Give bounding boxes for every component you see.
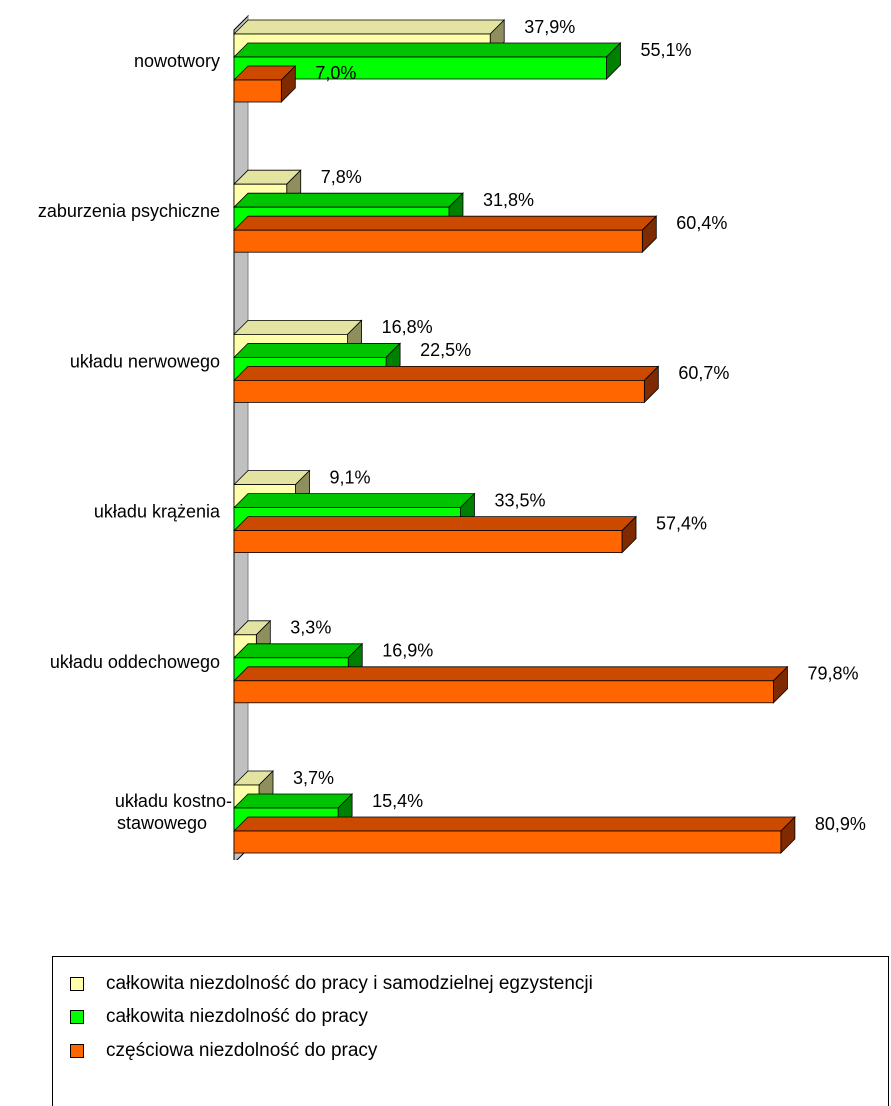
- chart-marks: 37,9% 55,1% 7,0% 7,8% 31,8% 60,4% 16,8% 22,5% 60…: [233, 17, 866, 854]
- legend-item-series-3: częściowa niezdolność do pracy: [70, 1038, 377, 1064]
- bar-3-series-3: [233, 365, 660, 404]
- legend: całkowita niezdolność do pracy i samodzi…: [52, 956, 889, 1106]
- data-label-6-1: 3,7%: [293, 768, 334, 788]
- bar-top-5-3: [233, 666, 789, 682]
- data-label-1-1: 37,9%: [524, 17, 575, 37]
- category-label-3: układu nerwowego: [70, 351, 220, 371]
- bar-front-4-3: [233, 530, 623, 553]
- bar-top-1-1: [233, 19, 506, 35]
- category-label-1: nowotwory: [134, 51, 220, 71]
- bar-top-2-2: [233, 192, 464, 208]
- category-label-4: układu krążenia: [94, 501, 221, 521]
- bar-2-series-3: [233, 215, 658, 254]
- bar-front-6-3: [233, 830, 782, 854]
- data-label-4-3: 57,4%: [656, 513, 707, 533]
- bar-top-2-3: [233, 215, 658, 231]
- data-label-5-2: 16,9%: [382, 641, 433, 661]
- legend-item-series-2: całkowita niezdolność do pracy: [70, 1004, 368, 1030]
- bar-top-5-2: [233, 643, 364, 659]
- data-label-5-3: 79,8%: [807, 664, 858, 684]
- legend-item-series-1: całkowita niezdolność do pracy i samodzi…: [70, 971, 593, 997]
- bar-top-4-3: [233, 516, 637, 531]
- bar-top-3-1: [233, 319, 363, 335]
- bar-top-1-2: [233, 42, 622, 58]
- category-label-5: układu oddechowego: [50, 652, 220, 672]
- legend-swatch-series-1: [70, 977, 84, 991]
- legend-swatch-series-3: [70, 1044, 84, 1058]
- data-label-3-2: 22,5%: [420, 340, 471, 360]
- category-label-6: układu kostno-stawowego: [115, 791, 232, 833]
- bar-front-2-3: [233, 229, 643, 253]
- data-label-4-1: 9,1%: [330, 467, 371, 487]
- bar-4-series-3: [233, 515, 637, 554]
- chart-back-wall: [233, 14, 249, 860]
- bar-front-1-2: [233, 56, 607, 80]
- bar-1-series-2: [233, 42, 622, 80]
- data-label-6-3: 80,9%: [815, 814, 866, 834]
- data-label-1-2: 55,1%: [640, 40, 691, 60]
- bar-front-5-3: [233, 680, 774, 704]
- bar-top-6-2: [233, 793, 354, 809]
- data-label-2-1: 7,8%: [321, 167, 362, 187]
- data-label-1-3: 7,0%: [315, 63, 356, 83]
- chart-svg: 37,9% 55,1% 7,0% 7,8% 31,8% 60,4% 16,8% 22,5% 60…: [38, 14, 866, 860]
- legend-label-series-1: całkowita niezdolność do pracy i samodzi…: [106, 973, 593, 994]
- data-label-3-1: 16,8%: [382, 317, 433, 337]
- bar-top-6-3: [233, 816, 796, 832]
- data-label-6-2: 15,4%: [372, 791, 423, 811]
- data-label-4-2: 33,5%: [494, 490, 545, 510]
- data-label-2-2: 31,8%: [483, 190, 534, 210]
- category-label-2: zaburzenia psychiczne: [38, 201, 220, 221]
- bar-6-series-3: [233, 816, 796, 854]
- legend-label-series-3: częściowa niezdolność do pracy: [106, 1040, 378, 1061]
- bar-front-1-3: [233, 79, 282, 103]
- bar-5-series-3: [233, 665, 789, 704]
- category-labels: nowotwory zaburzenia psychiczne układu ner…: [38, 51, 232, 833]
- bar-1-series-3: [233, 65, 297, 103]
- bar-front-3-3: [233, 379, 645, 403]
- legend-swatch-series-2: [70, 1010, 84, 1024]
- bar-chart: 37,9% 55,1% 7,0% 7,8% 31,8% 60,4% 16,8% 22,5% 60…: [38, 14, 866, 860]
- data-label-5-1: 3,3%: [290, 618, 331, 638]
- bar-top-3-3: [233, 365, 660, 381]
- bar-top-3-2: [233, 342, 402, 358]
- legend-label-series-2: całkowita niezdolność do pracy: [106, 1006, 368, 1027]
- bar-top-4-2: [233, 493, 476, 509]
- data-label-3-3: 60,7%: [678, 363, 729, 383]
- data-label-2-3: 60,4%: [676, 213, 727, 233]
- chart-wall: [233, 14, 249, 860]
